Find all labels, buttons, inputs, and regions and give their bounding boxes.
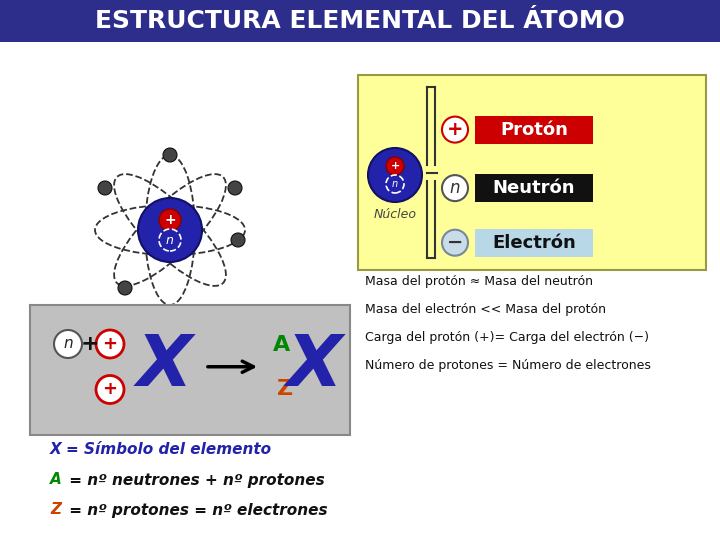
Text: Carga del protón (+)= Carga del electrón (−): Carga del protón (+)= Carga del electrón… bbox=[365, 332, 649, 345]
Bar bbox=[475, 116, 593, 144]
Circle shape bbox=[163, 148, 177, 162]
Text: n: n bbox=[392, 179, 398, 189]
Text: −: − bbox=[447, 233, 463, 252]
Bar bbox=[475, 229, 593, 256]
Bar bbox=[0, 0, 720, 42]
Circle shape bbox=[368, 148, 422, 202]
Text: n: n bbox=[450, 179, 460, 197]
Text: Neutrón: Neutrón bbox=[492, 179, 575, 197]
Text: Electrón: Electrón bbox=[492, 234, 576, 252]
Text: X: X bbox=[137, 332, 193, 401]
Text: Z: Z bbox=[277, 379, 293, 399]
Circle shape bbox=[159, 229, 181, 251]
Circle shape bbox=[228, 181, 242, 195]
Circle shape bbox=[442, 230, 468, 256]
Circle shape bbox=[138, 198, 202, 262]
Text: = nº neutrones + nº protones: = nº neutrones + nº protones bbox=[64, 472, 325, 488]
Circle shape bbox=[386, 157, 404, 175]
Text: n: n bbox=[166, 233, 174, 246]
Text: +: + bbox=[390, 161, 400, 171]
Bar bbox=[475, 174, 593, 202]
Text: Masa del electrón << Masa del protón: Masa del electrón << Masa del protón bbox=[365, 303, 606, 316]
Circle shape bbox=[54, 330, 82, 358]
Circle shape bbox=[386, 175, 404, 193]
Text: Z: Z bbox=[50, 503, 61, 517]
Text: Masa del protón ≈ Masa del neutrón: Masa del protón ≈ Masa del neutrón bbox=[365, 275, 593, 288]
Text: +: + bbox=[164, 213, 176, 227]
Text: A: A bbox=[274, 335, 291, 355]
Text: X: X bbox=[287, 332, 343, 401]
Text: n: n bbox=[63, 336, 73, 352]
Circle shape bbox=[98, 181, 112, 195]
Circle shape bbox=[118, 281, 132, 295]
Text: +: + bbox=[446, 120, 463, 139]
Circle shape bbox=[231, 233, 245, 247]
Bar bbox=[30, 305, 350, 435]
Text: = nº protones = nº electrones: = nº protones = nº electrones bbox=[64, 503, 328, 517]
Text: X = Símbolo del elemento: X = Símbolo del elemento bbox=[50, 442, 272, 457]
Text: +: + bbox=[81, 334, 99, 354]
Text: +: + bbox=[102, 381, 117, 399]
Circle shape bbox=[442, 175, 468, 201]
Circle shape bbox=[96, 330, 124, 358]
Text: +: + bbox=[102, 335, 117, 353]
Text: Protón: Protón bbox=[500, 120, 568, 139]
Text: A: A bbox=[50, 472, 62, 488]
Circle shape bbox=[159, 209, 181, 231]
Text: ESTRUCTURA ELEMENTAL DEL ÁTOMO: ESTRUCTURA ELEMENTAL DEL ÁTOMO bbox=[95, 9, 625, 33]
Text: Núcleo: Núcleo bbox=[374, 208, 416, 221]
Bar bbox=[358, 75, 706, 270]
Text: Número de protones = Número de electrones: Número de protones = Número de electrone… bbox=[365, 360, 651, 373]
Circle shape bbox=[442, 117, 468, 143]
Circle shape bbox=[96, 375, 124, 403]
